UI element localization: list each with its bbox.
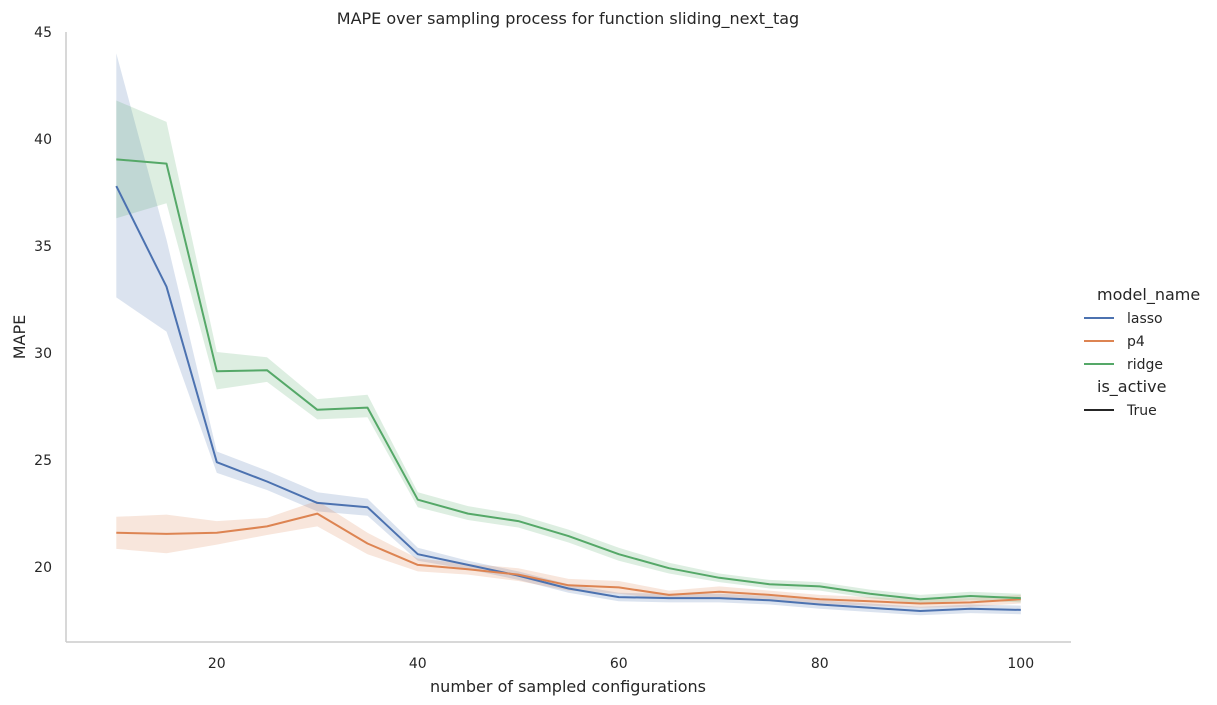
y-tick-label: 35 [34, 239, 52, 255]
y-axis-label: MAPE [10, 315, 29, 360]
legend-hue-title: model_name [1097, 285, 1200, 305]
series-line-lasso [115, 185, 1021, 612]
x-axis-label: number of sampled configurations [430, 677, 706, 696]
series-line-ridge [116, 158, 1021, 601]
plot-area [115, 53, 1021, 616]
y-tick-labels: 20 25 30 35 40 45 [34, 25, 52, 576]
y-tick-label: 30 [34, 346, 52, 362]
legend-style-title: is_active [1097, 377, 1166, 397]
legend-style-entry: True [1126, 403, 1157, 419]
series-lines [115, 158, 1021, 612]
legend-entry-lasso: lasso [1127, 311, 1163, 327]
x-tick-labels: 20 40 60 80 100 [208, 656, 1034, 672]
x-tick-label: 100 [1007, 656, 1034, 672]
x-tick-label: 80 [811, 656, 829, 672]
y-tick-label: 20 [34, 560, 52, 576]
y-tick-label: 45 [34, 25, 52, 41]
x-tick-label: 40 [409, 656, 427, 672]
legend-entry-ridge: ridge [1127, 357, 1163, 373]
legend-entry-p4: p4 [1127, 334, 1145, 350]
chart-title: MAPE over sampling process for function … [337, 9, 799, 29]
x-tick-label: 20 [208, 656, 226, 672]
y-tick-label: 40 [34, 132, 52, 148]
legend-hue-entries: lasso p4 ridge [1084, 311, 1163, 373]
confidence-bands [116, 53, 1021, 616]
legend-style-entries: True [1084, 403, 1157, 419]
y-tick-label: 25 [34, 453, 52, 469]
legend: model_name lasso p4 ridge is_active True [1084, 285, 1200, 419]
series-line-p4 [116, 512, 1021, 605]
x-tick-label: 60 [610, 656, 628, 672]
